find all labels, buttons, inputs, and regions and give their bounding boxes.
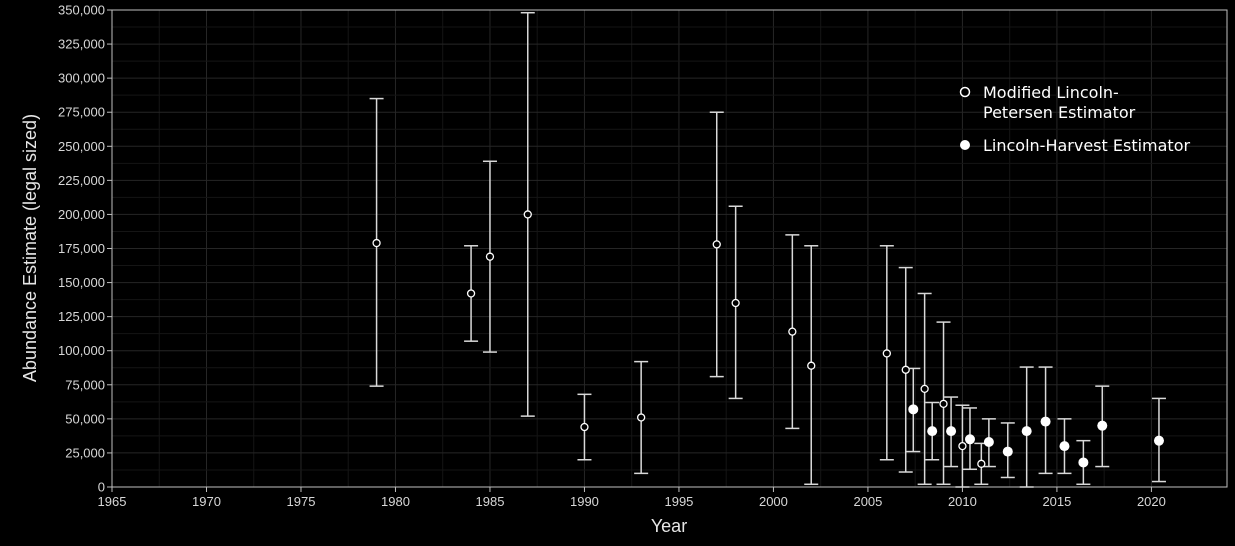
open-point (901, 365, 910, 374)
x-tick-label: 2020 (1137, 494, 1166, 509)
x-tick-label: 1965 (98, 494, 127, 509)
filled-point (964, 434, 975, 445)
y-tick-label: 225,000 (58, 173, 105, 188)
open-point (939, 399, 948, 409)
filled-point (908, 404, 919, 415)
open-point (485, 252, 495, 261)
y-tick-label: 100,000 (58, 343, 105, 358)
x-tick-label: 2000 (759, 494, 788, 509)
filled-point (983, 437, 994, 448)
filled-point (1059, 441, 1070, 452)
x-tick-label: 1980 (381, 494, 410, 509)
x-tick-label: 1995 (664, 494, 693, 509)
y-tick-label: 200,000 (58, 207, 105, 222)
y-tick-label: 300,000 (58, 71, 105, 86)
legend-label: Lincoln-Harvest Estimator (983, 136, 1190, 155)
filled-point (927, 426, 938, 437)
open-point (466, 289, 476, 298)
y-tick-label: 0 (98, 480, 105, 495)
x-tick-label: 2005 (853, 494, 882, 509)
legend-filled-marker (960, 140, 970, 150)
data-points (372, 210, 1164, 468)
filled-point (1021, 426, 1032, 437)
open-point (882, 349, 891, 358)
y-axis-title: Abundance Estimate (legal sized) (20, 114, 40, 382)
y-tick-label: 50,000 (65, 411, 105, 426)
open-point (580, 422, 589, 432)
filled-point (1040, 416, 1051, 427)
y-tick-label: 350,000 (58, 3, 105, 18)
axis-ticks: 1965 1970 1975 1980 1985 1990 1995 2000 2005 2010… (58, 3, 1166, 510)
y-tick-label: 175,000 (58, 241, 105, 256)
x-tick-label: 2010 (948, 494, 977, 509)
open-point (958, 441, 967, 451)
y-tick-label: 25,000 (65, 445, 105, 460)
legend-label: Modified Lincoln- (983, 83, 1119, 102)
y-tick-label: 150,000 (58, 275, 105, 290)
legend: Modified Lincoln-Petersen Estimator Linco… (959, 83, 1190, 155)
open-point (372, 238, 381, 248)
open-point (523, 210, 532, 219)
x-tick-label: 1990 (570, 494, 599, 509)
filled-point (1078, 457, 1089, 468)
x-tick-label: 1975 (287, 494, 316, 509)
y-tick-label: 325,000 (58, 37, 105, 52)
x-axis-title: Year (651, 516, 687, 536)
filled-point (1153, 435, 1164, 446)
x-tick-label: 1970 (192, 494, 221, 509)
open-point (977, 459, 986, 468)
open-point (920, 384, 929, 394)
open-point (807, 361, 816, 370)
open-point (637, 413, 646, 422)
open-point (788, 327, 797, 336)
grid-lines (111, 9, 1227, 488)
filled-point (1097, 420, 1108, 431)
filled-point (946, 426, 957, 437)
y-tick-label: 125,000 (58, 309, 105, 324)
legend-open-marker (959, 86, 971, 98)
y-tick-label: 275,000 (58, 105, 105, 120)
x-tick-label: 1985 (476, 494, 505, 509)
open-point (731, 298, 740, 308)
y-tick-label: 75,000 (65, 377, 105, 392)
legend-label: Petersen Estimator (983, 103, 1136, 122)
x-tick-label: 2015 (1042, 494, 1071, 509)
open-point (712, 240, 721, 249)
y-tick-label: 250,000 (58, 139, 105, 154)
filled-point (1002, 446, 1013, 457)
